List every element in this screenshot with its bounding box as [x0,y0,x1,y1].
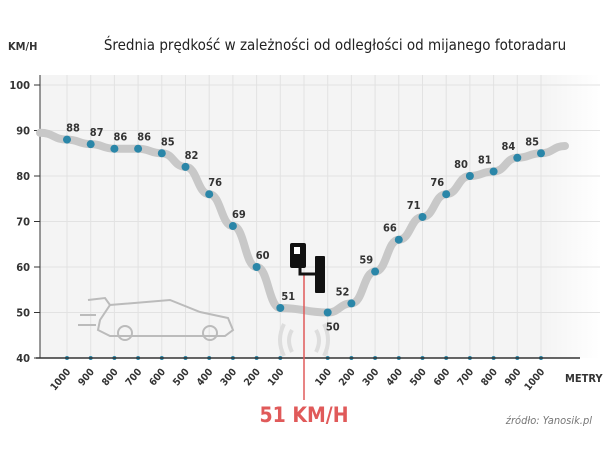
x-tick-label: 600 [432,367,452,388]
y-axis-label: KM/H [8,40,37,53]
data-point [205,190,214,199]
signal-icon [278,323,330,357]
y-tick-label: 60 [16,261,30,274]
data-point [394,235,403,244]
y-tick-label: 40 [16,352,30,365]
data-label: 50 [326,321,340,334]
data-point [489,167,498,176]
data-point [110,144,119,153]
x-tick-label: 900 [76,367,96,388]
car-icon [78,296,235,341]
data-point [465,172,474,180]
data-label: 71 [407,199,421,212]
data-point [181,162,190,171]
source-label: źródło: Yanosik.pl [505,414,592,427]
data-label: 76 [208,176,222,189]
data-point [228,222,237,231]
x-tick-label: 700 [124,367,144,388]
data-label: 81 [478,153,492,166]
data-point [86,140,95,149]
x-tick-label: 200 [242,367,262,388]
data-label: 87 [90,126,104,139]
x-tick-label: 500 [171,367,191,388]
data-label: 88 [66,122,80,135]
data-point [537,149,545,158]
data-point [371,267,380,276]
data-label: 85 [525,135,539,148]
data-label: 82 [185,149,199,162]
x-tick-label: 600 [148,367,168,388]
data-point [323,308,332,317]
data-label: 86 [137,131,151,144]
data-point [513,153,522,162]
x-tick-label: 100 [266,367,286,388]
data-point [157,149,166,158]
speed-camera-icon [290,243,325,293]
x-tick-label: 400 [385,367,405,388]
data-label: 59 [359,254,373,267]
y-tick-label: 90 [16,125,30,138]
x-tick-label: 500 [408,367,428,388]
x-tick-label: 300 [219,367,239,388]
series-line [36,128,569,317]
x-axis-label: METRY [565,372,603,385]
x-tick-label: 400 [195,367,215,388]
x-tick-label: 200 [337,367,357,388]
x-tick-label: 1000 [523,367,548,393]
x-tick-label: 800 [479,367,499,388]
data-point [252,263,261,271]
chart-title: Średnia prędkość w zależności od odległo… [104,35,566,54]
y-tick-label: 70 [16,216,30,229]
data-point [347,299,356,308]
x-tick-label: 700 [456,367,476,388]
data-label: 60 [256,249,270,262]
data-point [134,144,143,153]
data-label: 86 [114,131,128,144]
y-tick-label: 80 [16,170,30,183]
data-point [418,212,427,221]
x-tick-label: 1000 [49,367,74,393]
x-tick-label: 900 [503,367,523,388]
data-label: 66 [383,222,397,235]
x-tick-label: 300 [361,367,381,388]
y-tick-label: 50 [16,307,30,320]
data-label: 84 [502,140,516,153]
data-label: 76 [430,176,444,189]
data-label: 51 [281,290,295,303]
x-tick-label: 800 [100,367,120,388]
data-label: 52 [336,285,350,298]
data-point [442,190,451,199]
data-point [63,135,71,144]
data-label: 80 [454,158,468,171]
data-label: 69 [232,208,246,221]
data-point [276,303,285,312]
x-tick-label: 100 [313,367,333,388]
y-tick-label: 100 [9,79,30,92]
radar-speed-annotation: 51 KM/H [259,403,348,427]
data-label: 85 [161,135,175,148]
